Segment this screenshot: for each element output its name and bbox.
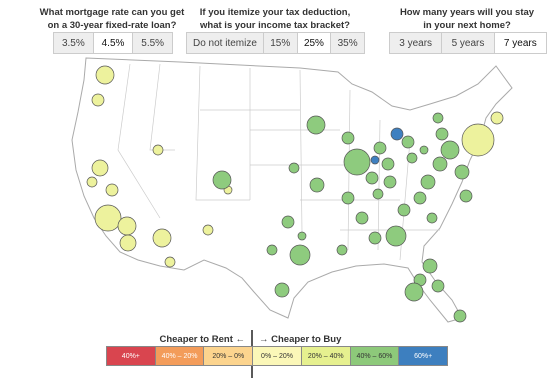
buy-legend-label: → Cheaper to Buy (259, 334, 341, 345)
city-bubble (91, 159, 109, 177)
city-bubble (368, 231, 382, 245)
city-bubble (105, 183, 119, 197)
city-bubble (365, 171, 379, 185)
city-bubble (422, 258, 438, 274)
city-bubble (94, 204, 122, 232)
city-bubble (401, 135, 415, 149)
legend-bin: 20% – 40% (300, 347, 350, 365)
city-bubble (281, 215, 295, 229)
city-bubble (336, 244, 348, 256)
question-line: on a 30-year fixed-rate loan? (47, 20, 177, 31)
city-bubble (343, 148, 371, 176)
city-bubble (419, 145, 429, 155)
option-button[interactable]: 25% (296, 33, 331, 53)
city-bubble (440, 140, 460, 160)
question-line: in your next home? (423, 20, 511, 31)
city-bubble (341, 191, 355, 205)
question: What mortgage rate can you get on a 30-ye… (2, 6, 222, 32)
option-group: 3 years 5 years 7 years (389, 32, 547, 54)
option-button[interactable]: 3.5% (54, 33, 93, 53)
city-bubble (397, 203, 411, 217)
city-bubble (406, 152, 418, 164)
city-bubble (355, 211, 369, 225)
legend-bin: 0% – 20% (252, 347, 301, 365)
legend-bin: 40% – 60% (349, 347, 399, 365)
rent-label: Cheaper to Rent (159, 334, 233, 345)
city-bubble (274, 282, 290, 298)
option-button[interactable]: 7 years (493, 33, 546, 53)
city-bubble (212, 170, 232, 190)
city-bubble (453, 309, 467, 323)
city-bubble (152, 144, 164, 156)
option-button[interactable]: 4.5% (92, 33, 133, 53)
city-bubble (91, 93, 105, 107)
city-bubble (370, 155, 380, 165)
option-button[interactable]: 35% (330, 33, 364, 53)
city-bubble (381, 157, 395, 171)
city-bubble (86, 176, 98, 188)
city-bubble (341, 131, 355, 145)
city-bubble (164, 256, 176, 268)
option-group: Do not itemize 15% 25% 35% (186, 32, 365, 54)
legend-bin: 20% – 0% (203, 347, 253, 365)
city-bubble (435, 127, 449, 141)
option-button[interactable]: 5.5% (132, 33, 173, 53)
city-bubble (420, 174, 436, 190)
option-button[interactable]: 15% (262, 33, 297, 53)
city-bubble (459, 189, 473, 203)
city-bubble (95, 65, 115, 85)
question: How many years will you stay in your next… (357, 6, 550, 32)
city-bubble (413, 191, 427, 205)
city-bubble (288, 162, 300, 174)
city-bubble (432, 112, 444, 124)
legend-bin: 40%+ (107, 347, 155, 365)
rent-legend-label: Cheaper to Rent ← (159, 334, 245, 345)
city-bubbles (86, 65, 504, 323)
us-outline (71, 57, 513, 323)
city-bubble (372, 188, 384, 200)
question-line: What mortgage rate can you get (39, 7, 185, 18)
legend-bin: 40% – 20% (154, 347, 204, 365)
question-line: If you itemize your tax deduction, (199, 7, 351, 18)
city-bubble (266, 244, 278, 256)
option-button[interactable]: 5 years (441, 33, 494, 53)
city-bubble (461, 123, 495, 157)
buy-arrow: → (259, 334, 269, 345)
legend-bin: 60%+ (398, 347, 448, 365)
legend-bar: 40%+ 40% – 20% 20% – 0% 0% – 20% 20% – 40% 40… (106, 346, 448, 366)
city-bubble (426, 212, 438, 224)
city-bubble (385, 225, 407, 247)
option-button[interactable]: 3 years (390, 33, 442, 53)
city-bubble (297, 231, 307, 241)
city-bubble (152, 228, 172, 248)
city-bubble (390, 127, 404, 141)
city-bubble (454, 164, 470, 180)
question-line: How many years will you stay (399, 7, 535, 18)
city-bubble (202, 224, 214, 236)
city-bubble (383, 175, 397, 189)
city-bubble (119, 234, 137, 252)
city-bubble (289, 244, 311, 266)
rent-arrow: ← (235, 334, 246, 345)
question-line: what is your income tax bracket? (200, 20, 350, 31)
option-group: 3.5% 4.5% 5.5% (53, 32, 173, 54)
city-bubble (373, 141, 387, 155)
city-bubble (309, 177, 325, 193)
option-button[interactable]: Do not itemize (187, 33, 263, 53)
city-bubble (306, 115, 326, 135)
city-bubble (432, 156, 448, 172)
buy-label: Cheaper to Buy (271, 334, 342, 345)
city-bubble (490, 111, 504, 125)
city-bubble (117, 216, 137, 236)
city-bubble (431, 279, 445, 293)
question: If you itemize your tax deduction, what i… (165, 6, 385, 32)
city-bubble (404, 282, 424, 302)
